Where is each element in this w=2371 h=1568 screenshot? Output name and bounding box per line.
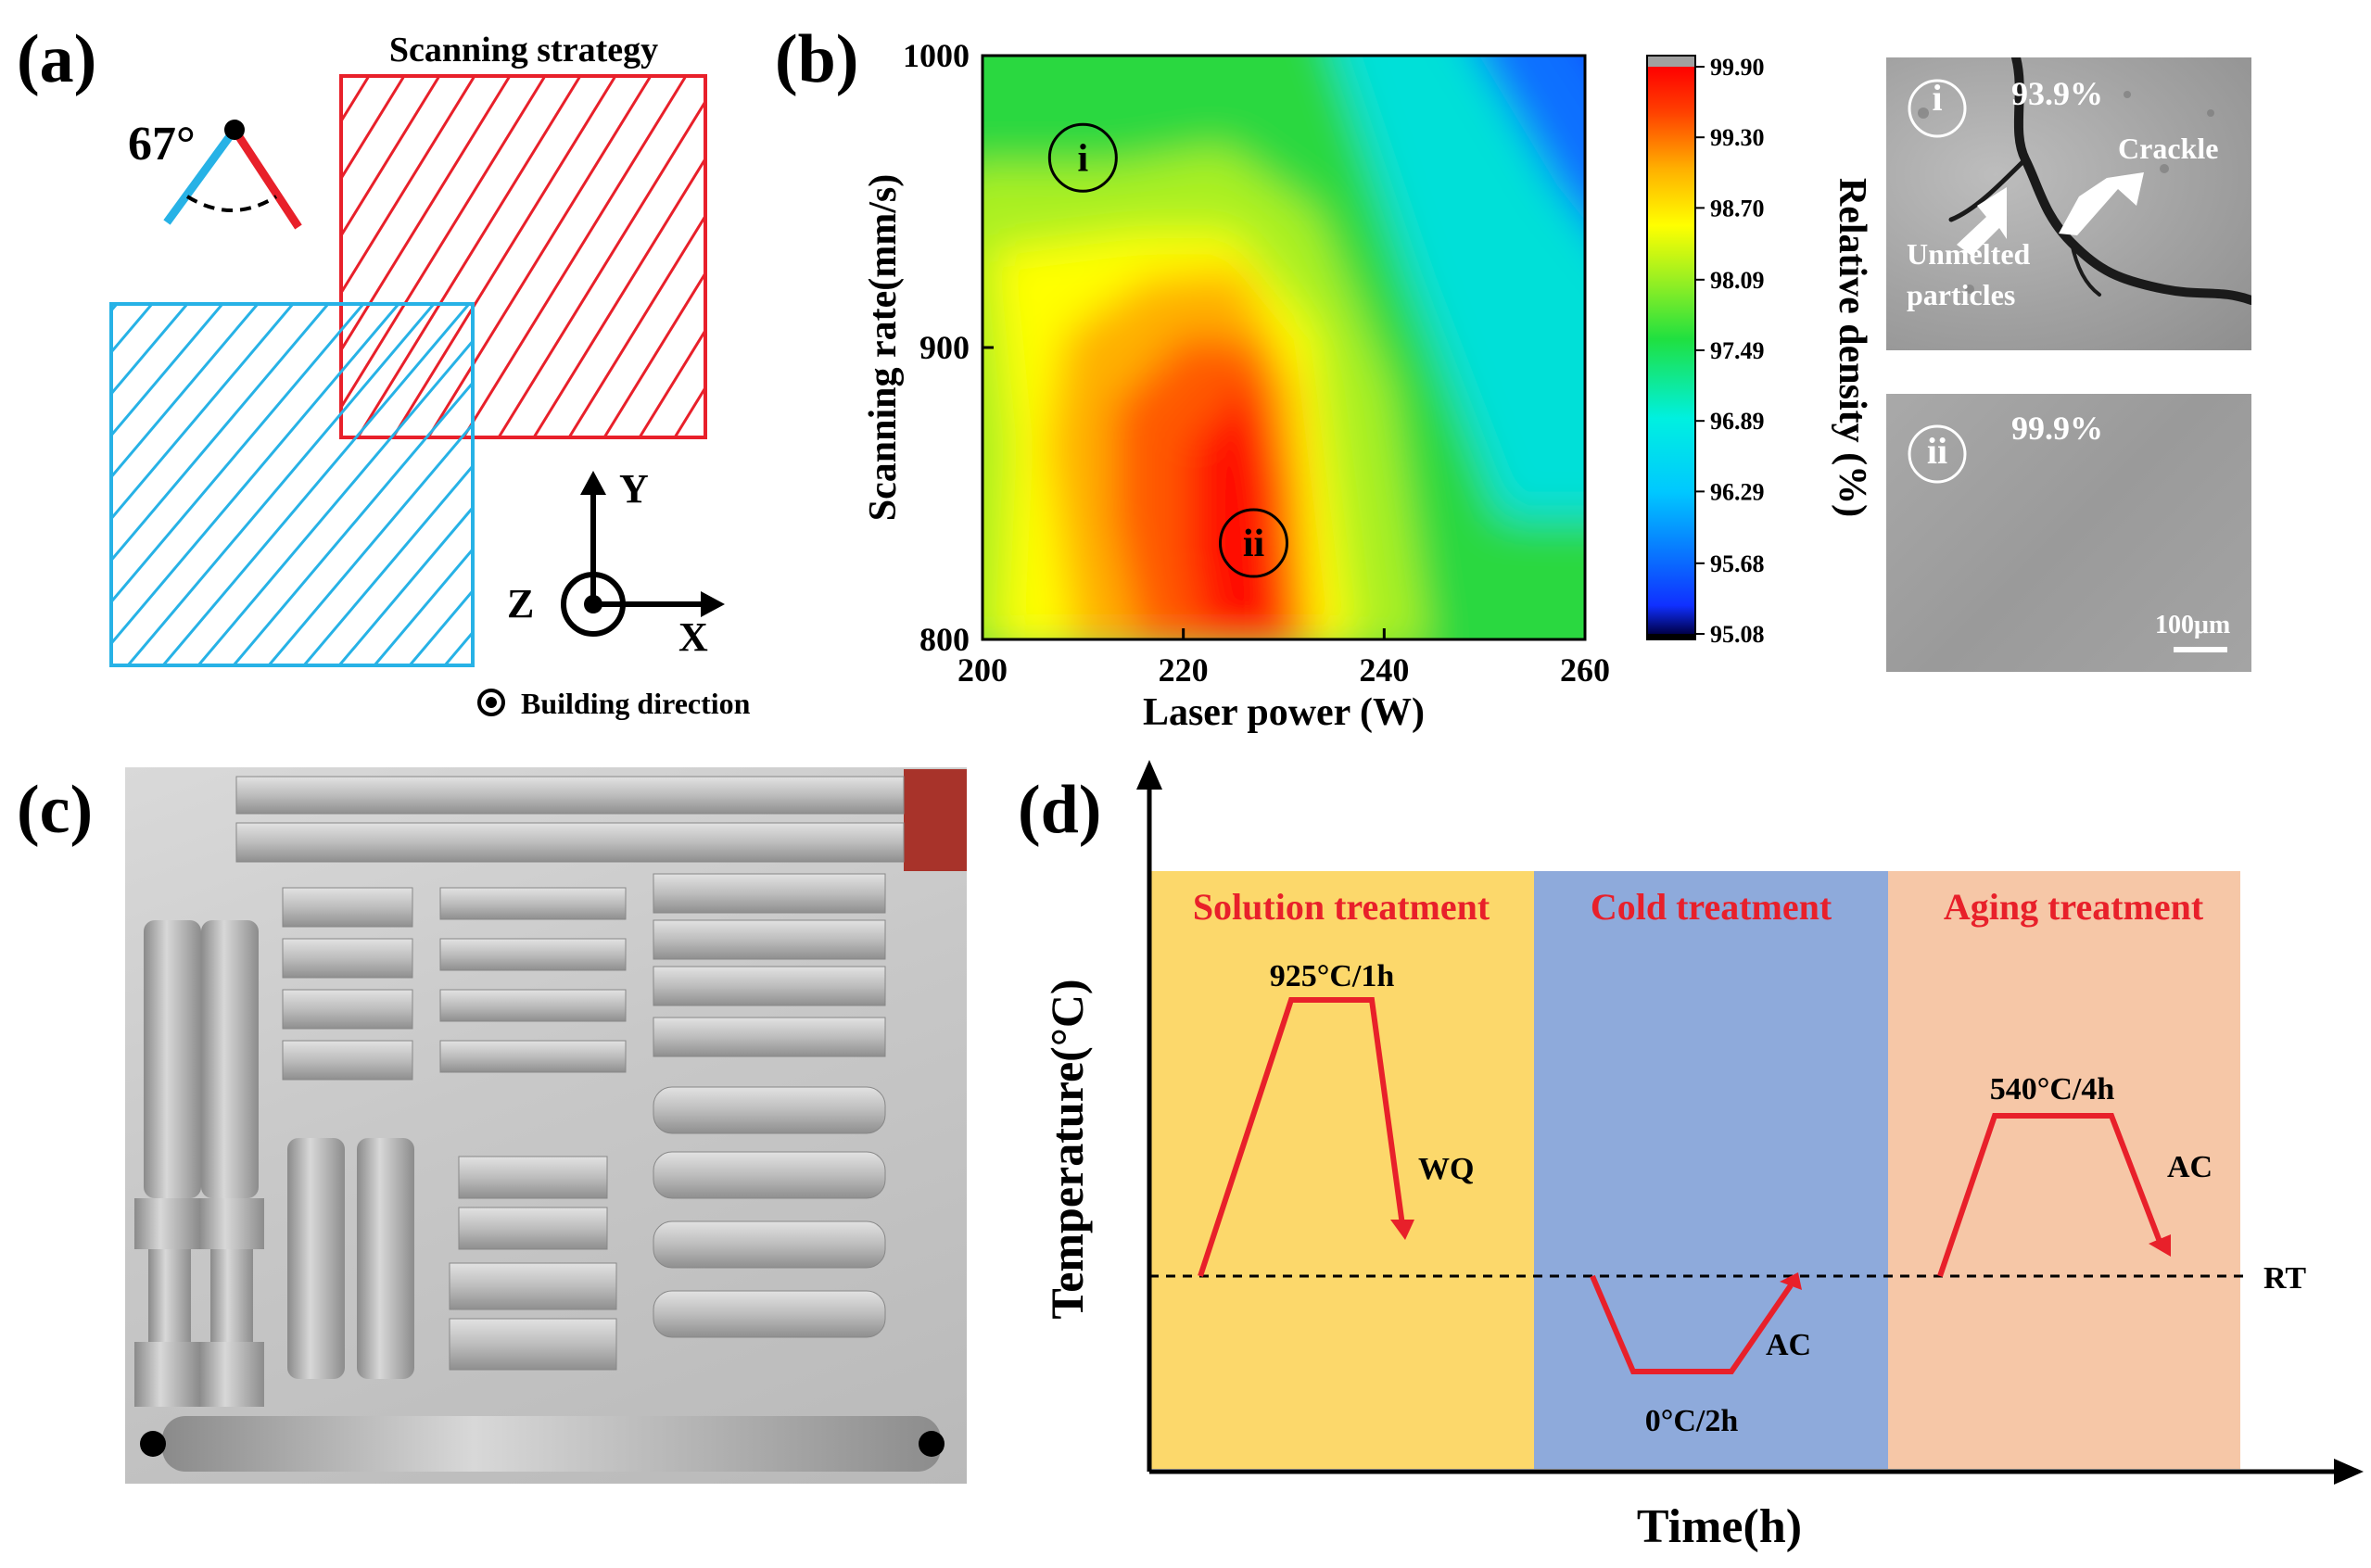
micrograph-i-density: 93.9% [2011,75,2103,112]
colorbar [1646,55,1696,640]
panel-b: (b) 200 220 240 260 800 900 1000 Laser p… [775,21,1872,734]
cold-stage-bg [1534,871,1888,1469]
colorbar-tick-label: 95.08 [1710,621,1765,648]
y-tick-label: 800 [919,621,970,658]
printed-parts-photo [125,767,967,1484]
time-axis-label: Time(h) [1637,1500,1802,1553]
axis-y-label: Y [619,466,649,512]
process-axes [1136,760,2364,1485]
micrograph-i: i 93.9% Crackle Unmelted particles [1886,57,2251,350]
colorbar-tick-label: 98.09 [1710,267,1765,294]
x-tick-label: 240 [1359,651,1409,689]
y-tick-label: 900 [919,329,970,366]
svg-text:ii: ii [1243,523,1265,565]
marker-ii: ii [1219,508,1288,578]
unmelted-label: Unmelted [1907,237,2031,271]
solution-cooling: WQ [1418,1152,1474,1186]
colorbar-tick-label: 98.70 [1710,195,1765,221]
cold-condition: 0°C/2h [1645,1404,1739,1438]
scanning-strategy-title: Scanning strategy [389,31,658,70]
panel-d-label: (d) [1018,772,1101,848]
solution-treatment-label: Solution treatment [1193,886,1490,928]
rotation-angle-icon [163,120,302,230]
red-scan-layer [339,74,707,439]
blue-scan-layer [109,302,475,667]
axis-z-label: Z [507,581,534,626]
panel-a-label: (a) [17,21,96,97]
coordinate-axes-icon [561,471,725,637]
colorbar-tick-label: 96.89 [1710,408,1765,435]
panel-c-label: (c) [17,772,93,848]
panel-b-label: (b) [775,21,858,97]
micrograph-ii-density: 99.9% [2011,410,2103,447]
x-tick-label: 200 [957,651,1008,689]
aging-condition: 540°C/4h [1990,1072,2115,1106]
x-tick-label: 220 [1159,651,1209,689]
aging-stage-bg [1888,871,2240,1469]
colorbar-tick-label: 99.90 [1710,54,1765,81]
panel-c: (c) [17,772,93,848]
colorbar-label: Relative density (%) [1831,178,1872,517]
aging-cooling: AC [2167,1150,2213,1184]
svg-text:i: i [1077,137,1088,180]
angle-label: 67° [128,118,196,171]
axis-x-label: X [678,614,708,660]
scale-bar [2174,647,2227,652]
micrograph-ii-marker: ii [1926,430,1948,472]
arrow-icon [1957,172,2144,256]
rt-label: RT [2263,1261,2306,1296]
density-heatmap [983,56,1585,639]
heat-treatment-curve [1198,997,2171,1374]
micrograph-ii: ii 99.9% 100μm [1886,394,2251,672]
x-axis-label: Laser power (W) [1143,691,1425,734]
crack-line-icon [1948,57,2251,305]
building-direction-icon [477,689,505,716]
solution-stage-bg [1149,871,1534,1469]
micrograph-i-marker: i [1932,77,1943,119]
temperature-axis-label: Temperature(°C) [1041,979,1093,1319]
colorbar-tick-label: 96.29 [1710,478,1765,505]
aging-treatment-label: Aging treatment [1944,886,2204,928]
x-tick-label: 260 [1560,651,1610,689]
building-direction-label: Building direction [521,687,751,720]
panel-a: (a) Scanning strategy 67° Y X Z Building… [17,21,751,720]
solution-condition: 925°C/1h [1270,959,1395,993]
scale-bar-label: 100μm [2155,611,2231,639]
colorbar-tick-label: 97.49 [1710,337,1765,364]
colorbar-tick-label: 99.30 [1710,124,1765,151]
panel-d: (d) Solution treatment Cold treatment Ag… [1018,760,2364,1553]
cold-cooling: AC [1766,1328,1811,1362]
y-tick-label: 1000 [903,37,970,74]
colorbar-tick-label: 95.68 [1710,550,1765,577]
crackle-label: Crackle [2118,132,2219,165]
particles-label: particles [1907,278,2016,311]
y-axis-label: Scanning rate(mm/s) [862,174,905,521]
cold-treatment-label: Cold treatment [1591,886,1832,928]
marker-i: i [1047,122,1118,193]
